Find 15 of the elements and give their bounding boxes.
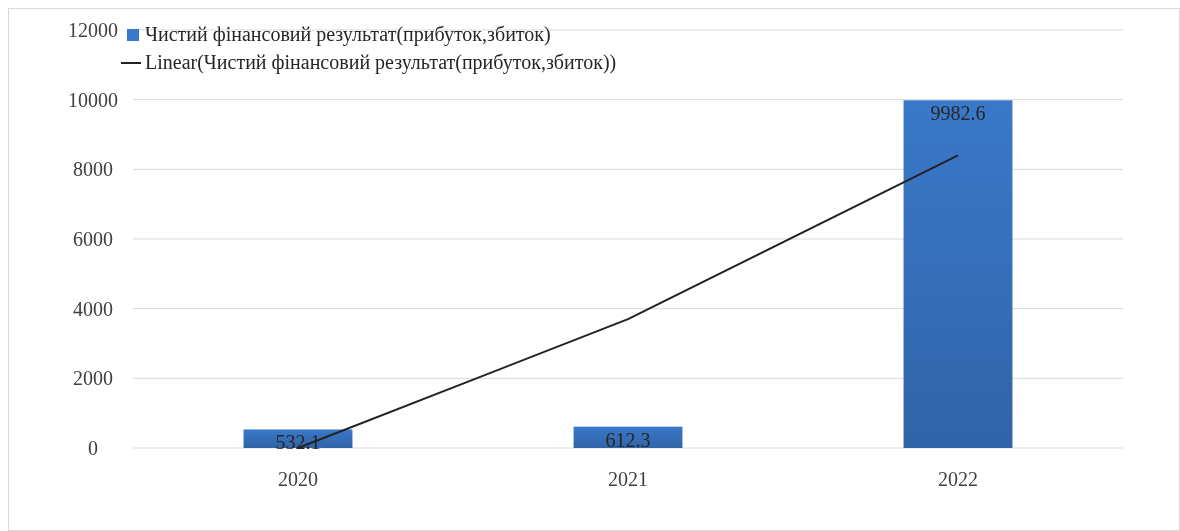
y-tick-label: 4000	[73, 297, 113, 320]
y-tick-label: 12000	[68, 19, 118, 41]
y-tick-label: 8000	[73, 158, 113, 181]
y-tick-label: 6000	[73, 228, 113, 250]
y-tick-label: 10000	[68, 88, 118, 111]
legend-label: Чистий фінансовий результат(прибуток,збиток)	[145, 23, 551, 46]
data-label: 612.3	[605, 428, 651, 451]
data-label: 9982.6	[930, 102, 986, 125]
x-tick-label: 2022	[938, 468, 978, 490]
y-tick-label: 0	[88, 437, 98, 459]
y-tick-label: 2000	[73, 367, 113, 390]
x-tick-label: 2021	[608, 468, 648, 490]
x-tick-label: 2020	[278, 468, 318, 490]
bar	[903, 100, 1013, 448]
legend-label: Linear(Чистий фінансовий результат(прибуток,збиток))	[145, 51, 617, 74]
